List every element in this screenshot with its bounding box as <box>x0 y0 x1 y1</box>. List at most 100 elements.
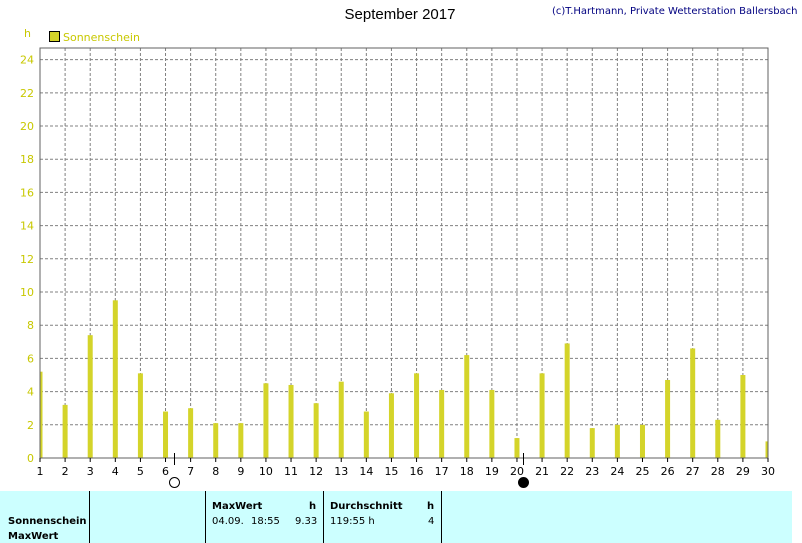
max-value: 9.33 <box>295 516 318 527</box>
sunshine-bar <box>564 343 570 458</box>
sunshine-bar <box>514 438 520 458</box>
sunshine-bar <box>690 348 696 458</box>
x-tick-label: 15 <box>384 465 398 478</box>
summary-table: MaxWert h Durchschnitt h Sonnenschein Ma… <box>0 491 792 543</box>
x-tick-label: 13 <box>334 465 348 478</box>
x-tick-label: 14 <box>359 465 373 478</box>
y-axis-unit-label: h <box>24 27 31 40</box>
moon-phase-tick <box>522 453 524 465</box>
x-tick-label: 30 <box>761 465 775 478</box>
sunshine-total: 119:55 h <box>330 516 375 527</box>
sunshine-bar <box>313 403 319 458</box>
y-tick-label: 14 <box>20 220 34 233</box>
sunshine-bar <box>263 383 269 458</box>
avg-unit: h <box>427 501 435 512</box>
sunshine-bar <box>489 389 495 458</box>
legend: Sonnenschein <box>49 31 140 44</box>
row-label-maxwert: MaxWert <box>8 531 59 542</box>
x-tick-label: 20 <box>510 465 524 478</box>
sunshine-bar <box>137 373 143 458</box>
chart-bars <box>40 300 768 458</box>
avg-header: Durchschnitt <box>330 501 403 512</box>
x-tick-label: 5 <box>137 465 144 478</box>
sunshine-bar <box>715 419 721 458</box>
y-tick-label: 22 <box>20 87 34 100</box>
sunshine-bar <box>40 371 43 458</box>
x-tick-label: 17 <box>435 465 449 478</box>
max-date: 04.09. <box>212 516 244 527</box>
sunshine-bar <box>639 424 645 458</box>
sunshine-bar <box>414 373 420 458</box>
avg-value: 4 <box>428 516 435 527</box>
new-moon-icon <box>518 477 530 488</box>
x-tick-label: 1 <box>37 465 44 478</box>
sunshine-bar <box>665 379 671 458</box>
x-tick-label: 25 <box>635 465 649 478</box>
sunshine-bar <box>288 384 294 458</box>
y-tick-label: 4 <box>27 386 34 399</box>
y-tick-label: 20 <box>20 120 34 133</box>
x-tick-label: 12 <box>309 465 323 478</box>
x-tick-label: 22 <box>560 465 574 478</box>
table-divider <box>205 491 206 543</box>
sunshine-bar <box>388 393 394 458</box>
sunshine-bar <box>765 441 768 458</box>
y-tick-label: 0 <box>27 452 34 465</box>
x-tick-label: 10 <box>259 465 273 478</box>
x-tick-label: 26 <box>661 465 675 478</box>
x-tick-label: 24 <box>610 465 624 478</box>
table-divider <box>89 491 90 543</box>
x-tick-label: 4 <box>112 465 119 478</box>
table-divider <box>441 491 442 543</box>
x-tick-label: 19 <box>485 465 499 478</box>
sunshine-bar <box>363 411 369 458</box>
legend-swatch <box>49 31 60 42</box>
table-divider <box>323 491 324 543</box>
x-tick-label: 7 <box>187 465 194 478</box>
x-tick-label: 18 <box>460 465 474 478</box>
x-tick-label: 3 <box>87 465 94 478</box>
sunshine-bar <box>589 428 595 458</box>
sunshine-bar <box>338 381 344 458</box>
y-tick-label: 18 <box>20 153 34 166</box>
sunshine-bar <box>112 300 118 458</box>
x-tick-label: 11 <box>284 465 298 478</box>
x-tick-label: 8 <box>212 465 219 478</box>
plot-frame <box>39 47 769 459</box>
sunshine-bar <box>188 408 194 458</box>
y-tick-label: 8 <box>27 319 34 332</box>
x-tick-label: 21 <box>535 465 549 478</box>
sunshine-bar <box>614 424 620 458</box>
full-moon-icon <box>169 477 181 488</box>
max-unit: h <box>309 501 317 512</box>
x-tick-label: 27 <box>686 465 700 478</box>
x-tick-label: 16 <box>410 465 424 478</box>
sunshine-bar <box>464 355 470 458</box>
chart-grid <box>40 48 768 458</box>
x-tick-label: 6 <box>162 465 169 478</box>
y-tick-label: 16 <box>20 186 34 199</box>
sunshine-bar <box>238 423 244 458</box>
x-axis-ticks: 1 2 3 4 5 6 7 8 9 10 11 12 13 14 15 16 17 18 19 20 21 22 23 24 2… <box>37 458 775 478</box>
x-tick-label: 2 <box>62 465 69 478</box>
chart-title: September 2017 <box>344 6 456 23</box>
sunshine-bar <box>439 389 445 458</box>
x-tick-label: 28 <box>711 465 725 478</box>
moon-phase-tick <box>173 453 175 465</box>
y-tick-label: 24 <box>20 54 34 67</box>
copyright-credit: (c)T.Hartmann, Private Wetterstation Bal… <box>552 6 798 17</box>
sunshine-bar <box>740 375 746 458</box>
sunshine-bar <box>539 373 545 458</box>
sunshine-bar <box>163 411 169 458</box>
x-tick-label: 29 <box>736 465 750 478</box>
y-tick-label: 12 <box>20 253 34 266</box>
sunshine-bar <box>62 404 68 458</box>
x-tick-label: 23 <box>585 465 599 478</box>
x-tick-label: 9 <box>237 465 244 478</box>
y-tick-label: 6 <box>27 352 34 365</box>
sunshine-bar <box>87 335 93 458</box>
row-label-sonnenschein: Sonnenschein <box>8 516 87 527</box>
legend-label: Sonnenschein <box>63 31 140 44</box>
